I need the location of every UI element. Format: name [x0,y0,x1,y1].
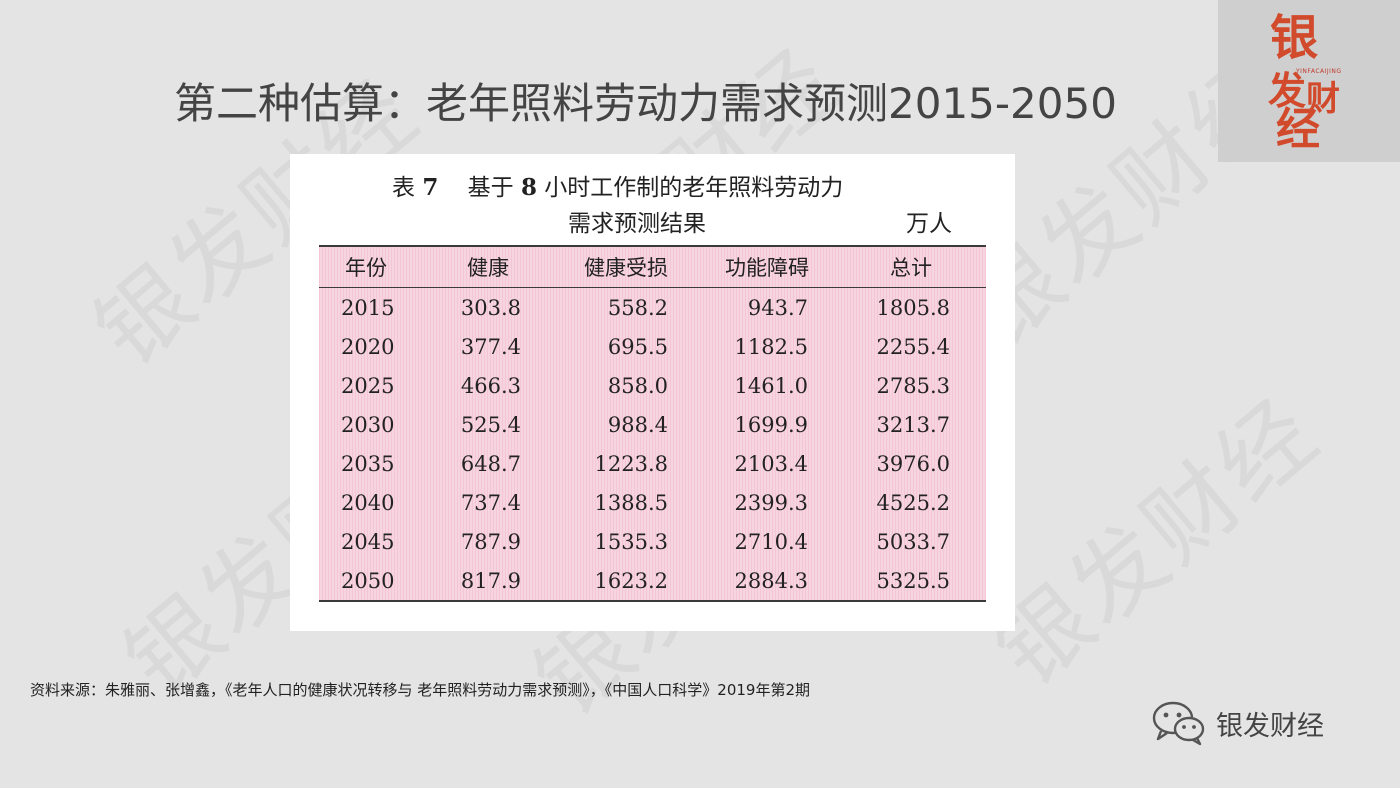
cell-total: 1805.8 [876,295,950,320]
table-row: 2020 377.4 695.5 1182.5 2255.4 [319,327,986,366]
cell-disabled: 2399.3 [734,490,808,515]
table-body: 2015 303.8 558.2 943.7 1805.8 2020 377.4 695.5 1… [319,288,986,600]
caption-label: 表 [392,175,415,201]
cell-healthy: 377.4 [460,334,521,359]
wechat-account-name: 银发财经 [1216,710,1324,742]
cell-total: 5325.5 [876,568,950,593]
cell-disabled: 1699.9 [734,412,808,437]
cell-year: 2020 [341,334,395,359]
page-title: 第二种估算：老年照料劳动力需求预测2015-2050 [174,79,1117,128]
cell-disabled: 2884.3 [734,568,808,593]
cell-healthy: 525.4 [460,412,521,437]
cell-year: 2045 [341,529,395,554]
header-cell-total: 总计 [890,256,932,280]
table-row: 2025 466.3 858.0 1461.0 2785.3 [319,366,986,405]
caption-number: 7 [422,174,439,201]
table-header-row: 年份 健康 健康受损 功能障碍 总计 [319,247,986,288]
cell-disabled: 1461.0 [734,373,808,398]
data-table: 年份 健康 健康受损 功能障碍 总计 2015 303.8 558.2 943.7 18… [319,245,986,602]
cell-healthy: 737.4 [460,490,521,515]
cell-healthy: 648.7 [460,451,521,476]
table-row: 2035 648.7 1223.8 2103.4 3976.0 [319,444,986,483]
cell-impaired: 1535.3 [594,529,668,554]
cell-year: 2035 [341,451,395,476]
caption-number-2: 8 [520,174,537,201]
table-unit: 万人 [906,211,952,237]
header-cell-disabled: 功能障碍 [725,256,809,280]
table-row: 2045 787.9 1535.3 2710.4 5033.7 [319,522,986,561]
cell-impaired: 1388.5 [594,490,668,515]
cell-impaired: 695.5 [607,334,668,359]
cell-impaired: 1623.2 [594,568,668,593]
caption-text-1: 基于 [467,175,514,201]
cell-disabled: 1182.5 [734,334,808,359]
cell-disabled: 2710.4 [734,529,808,554]
table-row: 2030 525.4 988.4 1699.9 3213.7 [319,405,986,444]
table-caption: 表 7 基于 8 小时工作制的老年照料劳动力 [392,168,843,202]
caption-text-2: 小时工作制的老年照料劳动力 [544,175,844,201]
cell-impaired: 988.4 [607,412,668,437]
table-row: 2015 303.8 558.2 943.7 1805.8 [319,288,986,327]
cell-total: 3976.0 [876,451,950,476]
cell-year: 2025 [341,373,395,398]
logo-char-jing: 经 [1276,104,1320,155]
cell-year: 2040 [341,490,395,515]
table-row: 2040 737.4 1388.5 2399.3 4525.2 [319,483,986,522]
wechat-badge: 银发财经 [1152,700,1324,746]
cell-impaired: 558.2 [607,295,668,320]
table-caption-line2: 需求预测结果 [568,211,706,237]
cell-total: 4525.2 [876,490,950,515]
logo-char-yin: 银 [1270,10,1319,66]
cell-total: 3213.7 [876,412,950,437]
cell-impaired: 1223.8 [594,451,668,476]
cell-total: 2785.3 [876,373,950,398]
cell-total: 5033.7 [876,529,950,554]
logo-subtitle: YINFACAIJING [1296,68,1342,75]
logo-char-cai: 财 [1306,79,1340,119]
logo-box [1218,0,1400,162]
cell-disabled: 2103.4 [734,451,808,476]
cell-healthy: 817.9 [460,568,521,593]
source-note: 资料来源：朱雅丽、张增鑫，《老年人口的健康状况转移与 老年照料劳动力需求预测》，… [30,681,810,699]
logo-char-fa: 发 [1268,68,1307,113]
cell-healthy: 303.8 [460,295,521,320]
cell-total: 2255.4 [876,334,950,359]
cell-impaired: 858.0 [607,373,668,398]
header-cell-year: 年份 [345,256,387,280]
watermark: 银发财经 [975,378,1339,708]
cell-year: 2050 [341,568,395,593]
cell-year: 2030 [341,412,395,437]
header-cell-impaired: 健康受损 [584,256,668,280]
header-cell-healthy: 健康 [467,256,509,280]
table-row: 2050 817.9 1623.2 2884.3 5325.5 [319,561,986,600]
wechat-icon [1152,701,1205,746]
cell-disabled: 943.7 [747,295,808,320]
cell-healthy: 466.3 [460,373,521,398]
cell-year: 2015 [341,295,395,320]
cell-healthy: 787.9 [460,529,521,554]
